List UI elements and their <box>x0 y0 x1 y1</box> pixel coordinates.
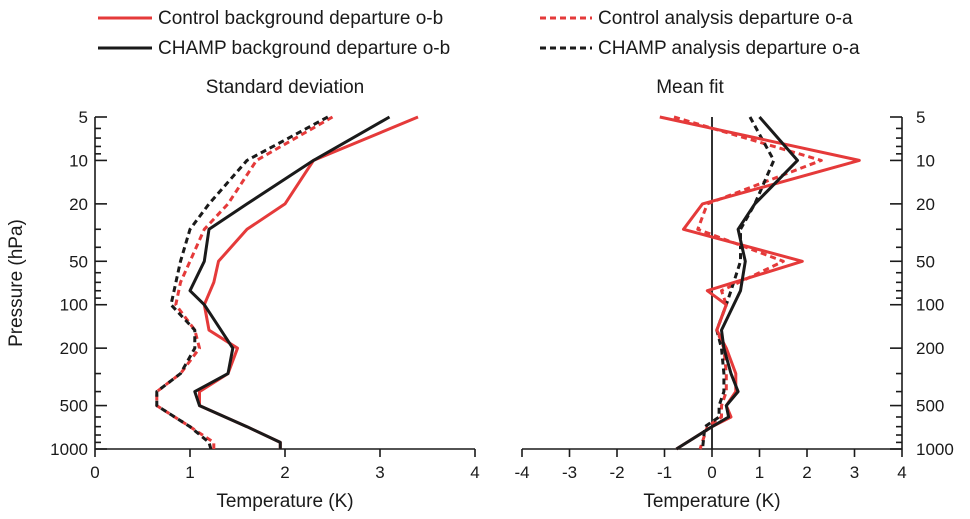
x-tick-label: 3 <box>375 463 384 482</box>
x-tick-label: -3 <box>562 463 577 482</box>
y-tick-label: 50 <box>916 252 935 271</box>
x-tick-label: 2 <box>802 463 811 482</box>
x-tick-label: 0 <box>707 463 716 482</box>
x-axis-label: Temperature (K) <box>216 491 353 512</box>
y-tick-label: 200 <box>916 339 944 358</box>
x-tick-label: -1 <box>657 463 672 482</box>
x-axis-label: Temperature (K) <box>643 491 780 512</box>
chart-panel-standard-deviation: Standard deviation 0 1 2 3 4 Temperature (K) 5 1… <box>6 77 480 512</box>
y-tick-label: 100 <box>916 296 944 315</box>
x-tick-label: -4 <box>514 463 529 482</box>
y-axis-label: Pressure (hPa) <box>6 219 27 347</box>
series-line-champ-background-departure-o-b <box>675 116 799 451</box>
panel-title: Standard deviation <box>206 77 364 98</box>
legend-label-control-analysis-departure-o-a: Control analysis departure o-a <box>598 8 853 29</box>
x-tick-label: 4 <box>470 463 479 482</box>
x-tick-label: 0 <box>90 463 99 482</box>
y-tick-label: 10 <box>916 151 935 170</box>
y-tick-label: 50 <box>69 252 88 271</box>
legend: Control background departure o-b Control … <box>98 8 860 59</box>
y-tick-label: 500 <box>916 397 944 416</box>
y-tick-label: 200 <box>60 339 88 358</box>
series-line-control-background-departure-o-b <box>198 115 419 449</box>
y-tick-label: 20 <box>69 195 88 214</box>
x-tick-label: 3 <box>850 463 859 482</box>
y-tick-label: 5 <box>79 108 88 127</box>
y-tick-label: 10 <box>69 151 88 170</box>
series-line-champ-analysis-departure-o-a <box>155 115 329 450</box>
series-line-control-analysis-departure-o-a <box>155 115 334 449</box>
y-tick-label: 5 <box>916 108 925 127</box>
panel-title: Mean fit <box>656 77 724 98</box>
series-line-champ-background-departure-o-b <box>188 115 391 449</box>
y-tick-label: 100 <box>60 296 88 315</box>
x-tick-label: 1 <box>185 463 194 482</box>
x-tick-label: 1 <box>755 463 764 482</box>
legend-label-champ-background-departure-o-b: CHAMP background departure o-b <box>158 38 450 59</box>
x-tick-label: 2 <box>280 463 289 482</box>
legend-label-control-background-departure-o-b: Control background departure o-b <box>158 8 443 29</box>
chart-panel-mean-fit: Mean fit -4 -3 -2 -1 0 1 2 3 4 Temperature (K) 5 10 2… <box>514 77 953 512</box>
x-tick-label: 4 <box>897 463 906 482</box>
legend-label-champ-analysis-departure-o-a: CHAMP analysis departure o-a <box>598 38 860 59</box>
series-line-control-background-departure-o-b <box>659 115 861 451</box>
y-tick-label: 1000 <box>50 440 88 459</box>
series-line-control-analysis-departure-o-a <box>673 115 823 450</box>
y-tick-label: 20 <box>916 195 935 214</box>
x-tick-label: -2 <box>609 463 624 482</box>
y-tick-label: 1000 <box>916 440 954 459</box>
y-tick-label: 500 <box>60 397 88 416</box>
